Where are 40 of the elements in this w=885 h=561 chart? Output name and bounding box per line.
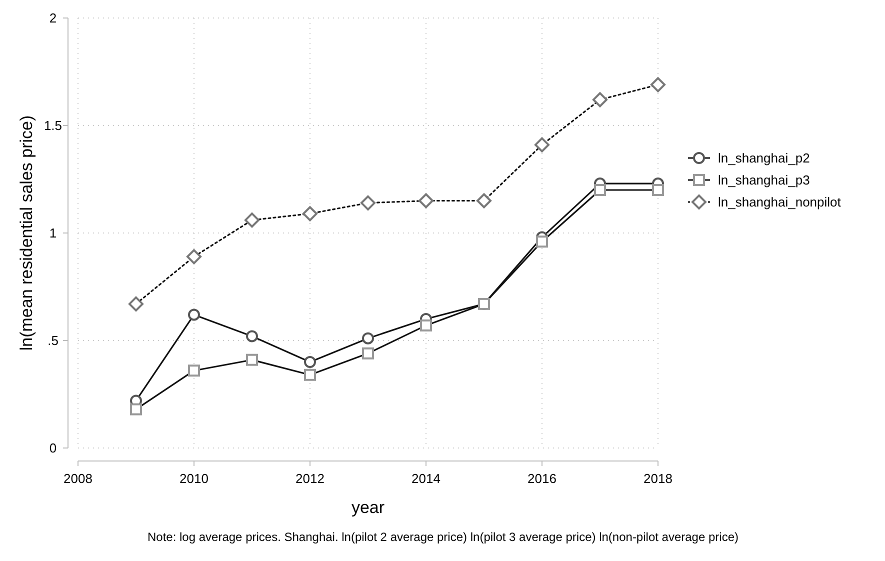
x-axis-title: year: [351, 498, 385, 517]
point: [130, 403, 142, 416]
point: [594, 184, 606, 196]
point: [420, 319, 432, 332]
point: [534, 137, 550, 152]
point: [188, 308, 200, 321]
point: [362, 332, 374, 344]
y-tick-label: 0: [49, 440, 57, 456]
point: [418, 193, 434, 208]
point: [304, 368, 316, 381]
point: [360, 195, 376, 210]
point: [652, 184, 664, 196]
point: [476, 193, 492, 208]
point: [244, 212, 260, 228]
x-tick-label: 2012: [296, 471, 324, 486]
y-tick-label: 1.5: [44, 118, 62, 134]
y-tick-label: 2: [49, 10, 57, 26]
legend-label: ln_shanghai_p3: [718, 172, 810, 188]
point: [650, 77, 666, 92]
y-tick-label: 1: [49, 226, 57, 241]
x-tick-label: 2016: [528, 471, 556, 486]
point: [536, 236, 548, 248]
y-axis-title: ln(mean residential sales price): [17, 115, 36, 351]
point: [188, 364, 200, 377]
x-tick-label: 2018: [644, 471, 672, 486]
point: [362, 347, 374, 360]
legend-label: ln_shanghai_p2: [718, 150, 810, 166]
legend-label: ln_shanghai_nonpilot: [718, 194, 842, 210]
x-tick-label: 2008: [64, 471, 92, 486]
point: [246, 330, 258, 342]
y-tick-label: .5: [48, 333, 58, 348]
point: [304, 356, 316, 368]
point: [592, 92, 608, 108]
point: [186, 249, 202, 264]
x-tick-label: 2014: [412, 471, 440, 486]
point: [302, 206, 318, 222]
x-tick-label: 2010: [180, 471, 208, 486]
point: [128, 296, 144, 312]
text: Note: log average prices. Shanghai. ln(pilot 2 average price) ln(pilot 3 average price) ln(non-pilot average price): [148, 530, 738, 544]
point: [246, 354, 258, 366]
